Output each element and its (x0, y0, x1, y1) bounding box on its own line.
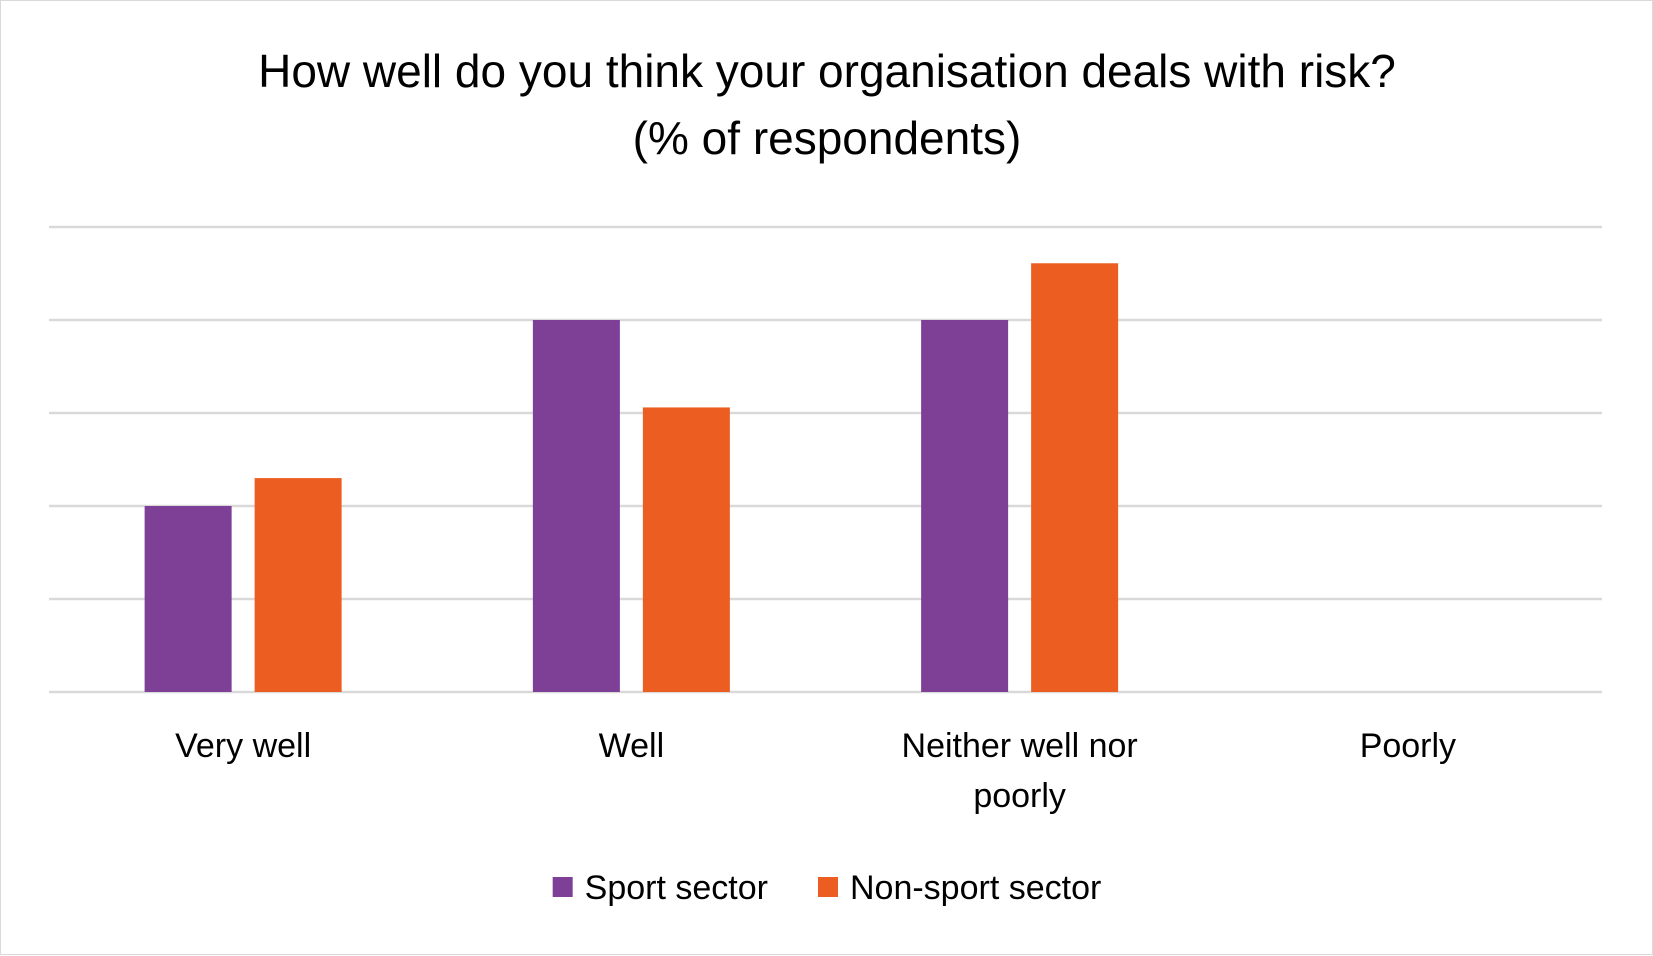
category-label-well: Well (599, 727, 665, 765)
legend-item-sport-sector: Sport sector (552, 869, 768, 907)
legend-swatch-non-sport-sector (817, 877, 838, 897)
category-label-poorly: Poorly (1360, 727, 1456, 765)
bar-non-sport-sector-very-well (254, 478, 342, 692)
chart-subtitle: (% of respondents) (633, 112, 1022, 164)
category-label-neither-well-nor-poorly: Neither well nor poorly (902, 727, 1138, 815)
chart-title: How well do you think your organisation … (258, 45, 1396, 97)
bar-sport-sector-neither-well-nor-poorly (921, 320, 1009, 692)
bars (144, 263, 1119, 692)
category-labels: Very well Well Neither well nor poorly Poorl… (175, 727, 1456, 815)
legend-swatch-sport-sector (552, 877, 573, 897)
category-label-very-well: Very well (175, 727, 311, 765)
legend-label-sport-sector: Sport sector (585, 869, 768, 907)
legend-item-non-sport-sector: Non-sport sector (817, 869, 1101, 907)
bar-sport-sector-very-well (144, 506, 232, 692)
legend: Sport sector Non-sport sector (552, 869, 1101, 907)
bar-non-sport-sector-well (642, 407, 730, 692)
bar-non-sport-sector-neither-well-nor-poorly (1031, 263, 1119, 692)
bar-sport-sector-well (532, 320, 620, 692)
legend-label-non-sport-sector: Non-sport sector (850, 869, 1101, 907)
